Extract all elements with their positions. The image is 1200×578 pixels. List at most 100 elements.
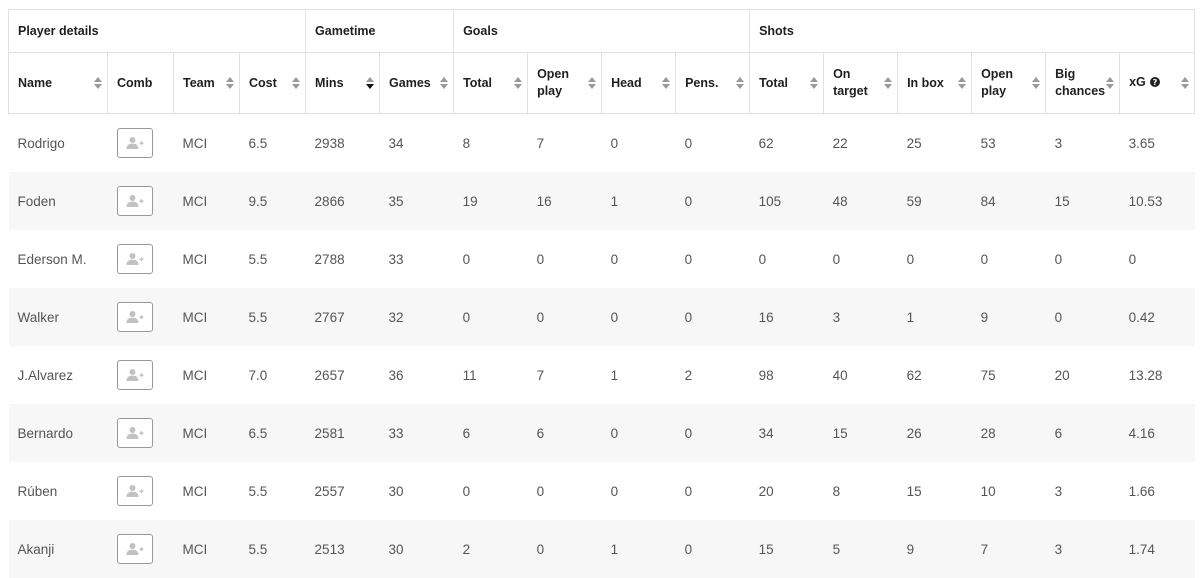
table-row: Bernardo MCI 6.5 2581 33 6 6 0 0 34 15 2… [9, 404, 1195, 462]
cell-shots-total: 34 [750, 404, 824, 462]
comb-button[interactable] [117, 128, 153, 158]
add-user-icon [126, 426, 144, 440]
question-circle-icon[interactable]: ? [1150, 75, 1160, 92]
cell-head: 0 [602, 462, 676, 520]
cell-on-target: 22 [824, 114, 898, 173]
sort-arrows-icon[interactable] [440, 77, 448, 89]
col-header-head[interactable]: Head [602, 53, 676, 114]
sort-arrows-icon[interactable] [226, 77, 234, 89]
sort-arrows-icon[interactable] [94, 77, 102, 89]
comb-button[interactable] [117, 244, 153, 274]
player-stats-table: Player details Gametime Goals Shots Name… [8, 9, 1195, 578]
add-user-icon [126, 136, 144, 150]
sort-arrows-icon[interactable] [1032, 77, 1040, 89]
cell-shots-open-play: 9 [972, 288, 1046, 346]
add-user-icon [126, 368, 144, 382]
comb-button[interactable] [117, 360, 153, 390]
cell-goals-open-play: 16 [528, 172, 602, 230]
col-header-label-line-2: play [981, 84, 1006, 98]
cell-head: 0 [602, 230, 676, 288]
cell-goals-open-play: 7 [528, 114, 602, 173]
col-header-games[interactable]: Games [380, 53, 454, 114]
col-header-label: Comb [117, 75, 166, 92]
cell-shots-total: 0 [750, 230, 824, 288]
col-header-team[interactable]: Team [174, 53, 240, 114]
cell-team: MCI [174, 288, 240, 346]
sort-arrows-icon[interactable] [662, 77, 670, 89]
col-header-mins[interactable]: Mins [306, 53, 380, 114]
cell-name: Rúben [9, 462, 108, 520]
cell-games: 30 [380, 520, 454, 578]
table-body: Rodrigo MCI 6.5 2938 34 8 7 0 0 62 22 25… [9, 114, 1195, 578]
cell-on-target: 8 [824, 462, 898, 520]
sort-arrows-icon[interactable] [292, 77, 300, 89]
cell-goals-total: 0 [454, 462, 528, 520]
col-header-label: Mins [315, 75, 357, 92]
group-header-row: Player details Gametime Goals Shots [9, 10, 1195, 53]
cell-xg: 1.66 [1120, 462, 1195, 520]
comb-button[interactable] [117, 186, 153, 216]
sort-arrows-icon[interactable] [588, 77, 596, 89]
comb-button[interactable] [117, 476, 153, 506]
sort-arrows-icon[interactable] [736, 77, 744, 89]
cell-in-box: 59 [898, 172, 972, 230]
comb-button[interactable] [117, 302, 153, 332]
col-header-xg[interactable]: xG? [1120, 53, 1195, 114]
col-header-label: Pens. [685, 75, 732, 92]
cell-big-chances: 3 [1046, 520, 1120, 578]
cell-goals-open-play: 0 [528, 288, 602, 346]
col-header-cost[interactable]: Cost [240, 53, 306, 114]
sort-arrows-icon[interactable] [810, 77, 818, 89]
cell-shots-open-play: 10 [972, 462, 1046, 520]
cell-games: 33 [380, 404, 454, 462]
col-header-pens[interactable]: Pens. [676, 53, 750, 114]
cell-big-chances: 20 [1046, 346, 1120, 404]
cell-big-chances: 0 [1046, 230, 1120, 288]
cell-shots-open-play: 75 [972, 346, 1046, 404]
cell-xg: 4.16 [1120, 404, 1195, 462]
sort-descending-icon[interactable] [366, 77, 374, 89]
col-header-label: Total [759, 75, 802, 92]
cell-big-chances: 6 [1046, 404, 1120, 462]
col-header-label: Cost [249, 75, 291, 92]
cell-head: 1 [602, 346, 676, 404]
cell-goals-total: 19 [454, 172, 528, 230]
cell-shots-total: 16 [750, 288, 824, 346]
cell-in-box: 25 [898, 114, 972, 173]
cell-goals-open-play: 0 [528, 520, 602, 578]
col-header-goals-total[interactable]: Total [454, 53, 528, 114]
cell-in-box: 62 [898, 346, 972, 404]
cell-goals-open-play: 6 [528, 404, 602, 462]
col-header-label: Games [389, 75, 445, 92]
cell-comb [108, 114, 174, 173]
comb-button[interactable] [117, 534, 153, 564]
col-header-in-box[interactable]: In box [898, 53, 972, 114]
sort-arrows-icon[interactable] [958, 77, 966, 89]
cell-shots-total: 98 [750, 346, 824, 404]
comb-button[interactable] [117, 418, 153, 448]
sort-arrows-icon[interactable] [1181, 77, 1189, 89]
cell-goals-open-play: 7 [528, 346, 602, 404]
group-shots: Shots [750, 10, 1195, 53]
cell-goals-total: 6 [454, 404, 528, 462]
add-user-icon [126, 194, 144, 208]
col-header-name[interactable]: Name [9, 53, 108, 114]
cell-cost: 5.5 [240, 288, 306, 346]
cell-mins: 2788 [306, 230, 380, 288]
cell-name: Rodrigo [9, 114, 108, 173]
col-header-label-line-1: Big [1055, 67, 1075, 81]
sort-arrows-icon[interactable] [884, 77, 892, 89]
sort-arrows-icon[interactable] [1106, 77, 1114, 89]
col-header-label: Team [183, 75, 229, 92]
cell-name: J.Alvarez [9, 346, 108, 404]
cell-shots-total: 20 [750, 462, 824, 520]
cell-name: Akanji [9, 520, 108, 578]
col-header-shots-total[interactable]: Total [750, 53, 824, 114]
sort-arrows-icon[interactable] [514, 77, 522, 89]
